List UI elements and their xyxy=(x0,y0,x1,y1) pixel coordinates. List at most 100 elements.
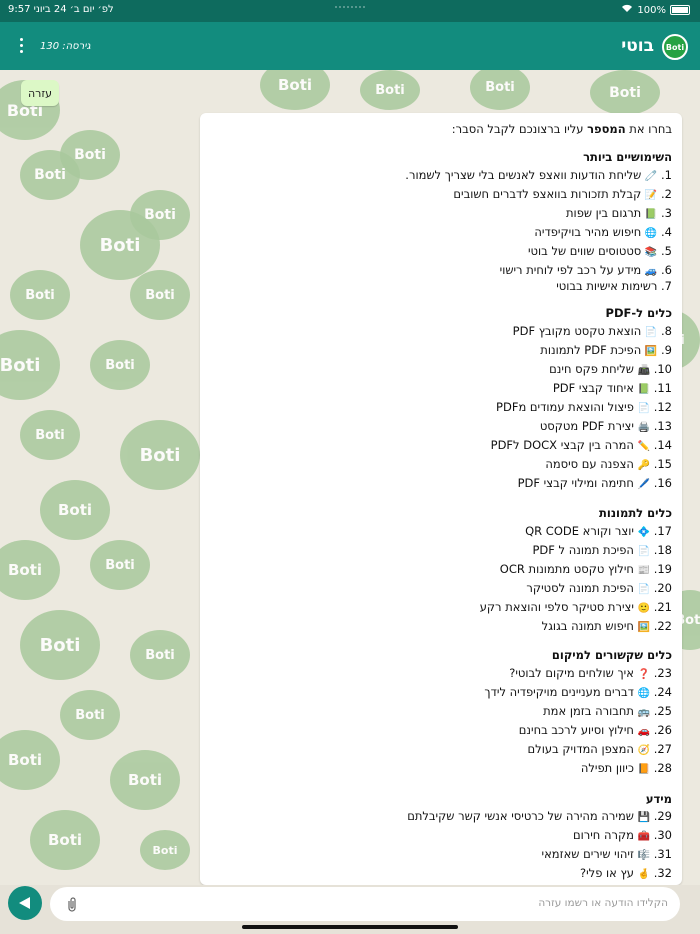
background-logo: Boti xyxy=(110,750,180,810)
background-logo: Boti xyxy=(120,420,200,490)
background-logo: Boti xyxy=(90,340,150,390)
item-icon: 📠 xyxy=(637,365,651,376)
item-icon: 📄 xyxy=(644,327,658,338)
background-logo: Boti xyxy=(30,810,100,870)
list-item: 15. 🔑 הצפנה עם סיסמה xyxy=(545,457,672,471)
item-icon: 🌐 xyxy=(644,228,658,239)
item-icon: ✏️ xyxy=(637,441,651,452)
background-logo: Boti xyxy=(20,610,100,680)
home-indicator xyxy=(242,925,458,929)
item-icon: 🌐 xyxy=(637,688,651,699)
list-item: 26. 🚗 חילוץ וסיוע לרכב בחינם xyxy=(518,723,672,737)
background-logo: Boti xyxy=(80,210,160,280)
message-input[interactable]: הקלידו הודעה או רשמו עזרה xyxy=(50,887,680,921)
list-item: 24. 🌐 דברים מעניינים מויקיפדיה לידך xyxy=(484,685,672,699)
item-icon: 🙂 xyxy=(637,603,651,614)
status-bar: 9:57 לפ׳ יום ב׳ 24 ביוני 100% xyxy=(0,0,700,22)
message-input-placeholder: הקלידו הודעה או רשמו עזרה xyxy=(538,897,668,909)
list-item: 31. 🎼 זיהוי שירים שאזמאי xyxy=(541,847,672,861)
list-item: 20. 📄 הפיכת תמונה לסטיקר xyxy=(526,581,672,595)
status-right: 100% xyxy=(621,4,690,16)
item-icon: 📗 xyxy=(644,209,658,220)
item-icon: 📰 xyxy=(637,565,651,576)
item-icon: 🖊️ xyxy=(637,479,651,490)
item-icon: 📄 xyxy=(637,584,651,595)
item-icon: 🔑 xyxy=(637,460,651,471)
list-item: 11. 📗 איחוד קבצי PDF xyxy=(552,381,672,395)
list-item: 3. 📗 תרגום בין שפות xyxy=(566,206,672,220)
background-logo: Boti xyxy=(260,70,330,110)
more-options-icon[interactable] xyxy=(16,38,26,54)
background-logo: Boti xyxy=(360,70,420,110)
background-logo: Boti xyxy=(0,330,60,400)
item-icon: 🚌 xyxy=(637,707,651,718)
item-icon: 💠 xyxy=(637,527,651,538)
background-logo: Boti xyxy=(60,690,120,740)
background-logo: Boti xyxy=(20,150,80,200)
list-item: 16. 🖊️ חתימה ומילוי קבצי PDF xyxy=(517,476,672,490)
list-item: 22. 🖼️ חיפוש תמונה בגוגל xyxy=(541,619,672,633)
item-icon: 🧭 xyxy=(637,745,651,756)
background-logo: Boti xyxy=(590,70,660,115)
background-logo: Boti xyxy=(40,480,110,540)
list-item: 32. 🤞 עץ או פלי? xyxy=(580,866,672,880)
background-logo: Boti xyxy=(130,270,190,320)
section-title: השימושיים ביותר xyxy=(583,150,672,164)
background-logo: Boti xyxy=(90,540,150,590)
section-title: מידע xyxy=(645,792,672,806)
list-item: 29. 💾 שמירה מהירה של כרטיסי אנשי קשר שקי… xyxy=(407,809,672,823)
list-item: 23. ❓ איך שולחים מיקום לבוטי? xyxy=(509,666,672,680)
send-arrow-icon xyxy=(19,897,30,909)
list-item: 30. 🧰 מקרה חירום xyxy=(572,828,672,842)
background-logo: Boti xyxy=(470,70,530,110)
list-item: 18. 📄 הפיכת תמונה ל PDF xyxy=(532,543,673,557)
section-title: כלים ל-PDF xyxy=(605,306,672,320)
list-item: 28. 📙 כיוון תפילה xyxy=(580,761,672,775)
item-icon: 🖼️ xyxy=(644,346,658,357)
list-item: 12. 📄 פיצול והוצאת עמודים מPDF xyxy=(496,400,672,414)
top-indicator xyxy=(335,6,365,11)
background-logo: Boti xyxy=(20,410,80,460)
section-title: כלים שקשורים למיקום xyxy=(551,648,672,662)
list-item: 1. 🧷 שליחת הודעות וואצפ לאנשים בלי שצריך… xyxy=(405,168,672,182)
help-menu-message: בחרו את המספר עליו ברצונכם לקבל הסבר: הש… xyxy=(200,113,682,885)
message-intro: בחרו את המספר עליו ברצונכם לקבל הסבר: xyxy=(451,122,672,136)
send-button[interactable] xyxy=(8,886,42,920)
battery-icon xyxy=(670,5,690,15)
list-item: 27. 🧭 המצפן המדויק בעולם xyxy=(527,742,672,756)
background-logo: Boti xyxy=(130,630,190,680)
item-icon: 🚙 xyxy=(644,266,658,277)
background-logo: Boti xyxy=(0,540,60,600)
item-icon: 🧰 xyxy=(637,831,651,842)
list-item: 19. 📰 חילוץ טקסט מתמונות OCR xyxy=(499,562,672,576)
item-icon: 📗 xyxy=(637,384,651,395)
list-item: 10. 📠 שליחת פקס חינם xyxy=(549,362,672,376)
item-icon: 📄 xyxy=(637,403,651,414)
item-icon: 📄 xyxy=(637,546,651,557)
list-item: 9. 🖼️ הפיכת PDF לתמונות xyxy=(540,343,672,357)
version-label: גירסה: 130 xyxy=(40,41,91,52)
battery-percent: 100% xyxy=(637,4,666,16)
list-item: 8. 📄 הוצאת טקסט מקובץ PDF xyxy=(512,324,672,338)
item-icon: 💾 xyxy=(637,812,651,823)
item-icon: 🧷 xyxy=(644,171,658,182)
list-item: 6. 🚙 מידע על רכב לפי לוחית רישוי xyxy=(499,263,672,277)
background-logo: Boti xyxy=(10,270,70,320)
status-time: 9:57 לפ׳ יום ב׳ 24 ביוני xyxy=(8,4,114,15)
chat-title[interactable]: בוטי xyxy=(621,36,654,56)
list-item: 21. 🙂 יצירת סטיקר סלפי והוצאת רקע xyxy=(479,600,672,614)
item-icon: ❓ xyxy=(637,669,651,680)
list-item: 2. 📝 קבלת תזכורות בוואצפ לדברים חשובים xyxy=(453,187,672,201)
help-message-bubble: עזרה xyxy=(21,80,59,106)
list-item: 7. רשימות אישיות בבוטי xyxy=(556,279,672,293)
background-logo: Boti xyxy=(0,730,60,790)
app-header: גירסה: 130 בוטי Boti xyxy=(0,22,700,70)
item-icon: 🖼️ xyxy=(637,622,651,633)
item-icon: 🚗 xyxy=(637,726,651,737)
attach-icon[interactable] xyxy=(66,896,78,912)
list-item: 25. 🚌 תחבורה בזמן אמת xyxy=(543,704,672,718)
item-icon: 🤞 xyxy=(637,869,651,880)
list-item: 14. ✏️ המרה בין קבצי DOCX לPDF xyxy=(490,438,672,452)
list-item: 5. 📚 סטטוסים שווים של בוטי xyxy=(527,244,672,258)
avatar[interactable]: Boti xyxy=(662,34,688,60)
